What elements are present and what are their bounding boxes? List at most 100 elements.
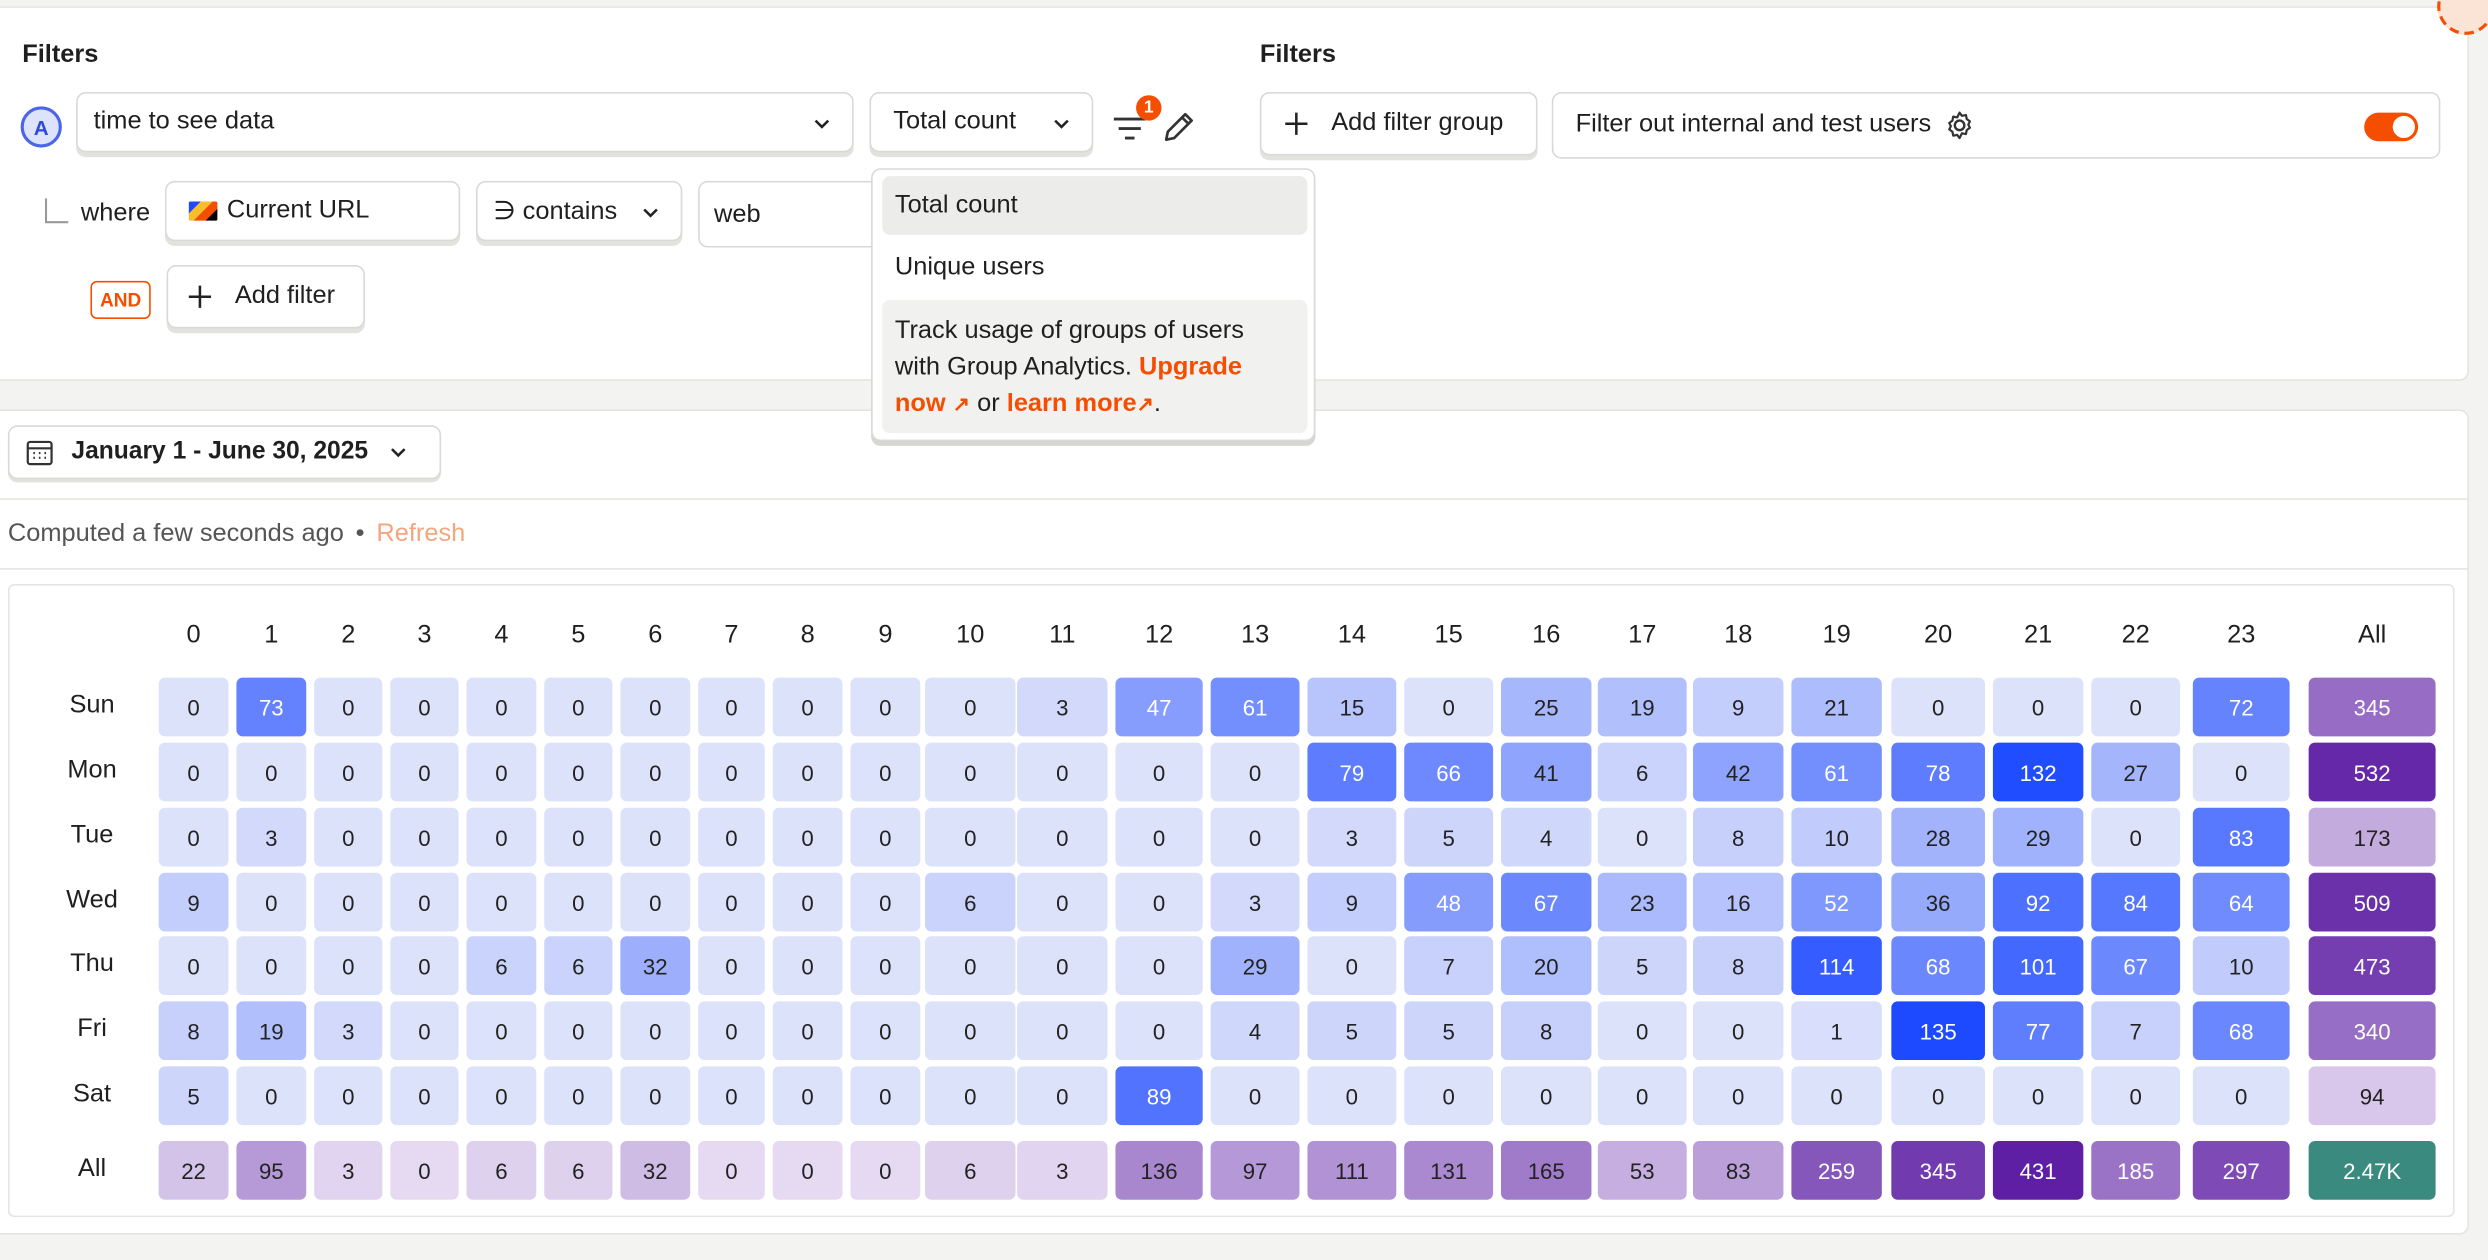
series-badge[interactable]: A [20,106,62,148]
heatmap-cell[interactable]: 84 [2091,872,2181,932]
heatmap-cell[interactable]: 1 [1791,1001,1882,1061]
heatmap-cell[interactable]: 0 [925,677,1016,737]
heatmap-cell[interactable]: 0 [236,1066,307,1126]
heatmap-cell[interactable]: 0 [850,1001,921,1061]
heatmap-col-total[interactable]: 259 [1791,1140,1882,1200]
heatmap-cell[interactable]: 7 [1404,936,1494,995]
heatmap-col-total[interactable]: 111 [1307,1140,1397,1200]
pencil-icon[interactable] [1160,108,1198,146]
heatmap-cell[interactable]: 3 [1307,807,1397,867]
heatmap-cell[interactable]: 0 [1891,1066,1985,1126]
heatmap-cell[interactable]: 0 [1992,677,2084,737]
heatmap-cell[interactable]: 0 [620,677,691,737]
heatmap-cell[interactable]: 0 [1404,1066,1494,1126]
heatmap-cell[interactable]: 0 [772,1066,843,1126]
heatmap-col-total[interactable]: 345 [1891,1140,1985,1200]
heatmap-cell[interactable]: 0 [925,936,1016,995]
heatmap-cell[interactable]: 0 [390,1066,459,1126]
heatmap-cell[interactable]: 0 [925,1001,1016,1061]
heatmap-cell[interactable]: 3 [236,807,307,867]
heatmap-cell[interactable]: 0 [1597,807,1687,867]
heatmap-cell[interactable]: 9 [1693,677,1784,737]
heatmap-cell[interactable]: 0 [1017,807,1108,867]
heatmap-cell[interactable]: 0 [158,807,229,867]
heatmap-cell[interactable]: 0 [1693,1001,1784,1061]
heatmap-cell[interactable]: 0 [850,807,921,867]
heatmap-cell[interactable]: 0 [925,807,1016,867]
heatmap-cell[interactable]: 25 [1501,677,1592,737]
heatmap-cell[interactable]: 66 [1404,742,1494,802]
heatmap-cell[interactable]: 0 [390,807,459,867]
heatmap-cell[interactable]: 4 [1501,807,1592,867]
heatmap-row-total[interactable]: 94 [2308,1066,2436,1126]
heatmap-row-total[interactable]: 509 [2308,872,2436,932]
heatmap-cell[interactable]: 0 [314,677,383,737]
heatmap-cell[interactable]: 0 [850,677,921,737]
heatmap-cell[interactable]: 0 [1115,807,1203,867]
heatmap-cell[interactable]: 0 [698,872,765,932]
heatmap-col-total[interactable]: 95 [236,1140,307,1200]
heatmap-cell[interactable]: 79 [1307,742,1397,802]
heatmap-cell[interactable]: 61 [1791,742,1882,802]
heatmap-cell[interactable]: 0 [772,872,843,932]
heatmap-cell[interactable]: 0 [620,742,691,802]
heatmap-col-total[interactable]: 297 [2192,1140,2290,1200]
heatmap-cell[interactable]: 5 [158,1066,229,1126]
heatmap-cell[interactable]: 0 [925,742,1016,802]
heatmap-cell[interactable]: 0 [772,1001,843,1061]
heatmap-cell[interactable]: 73 [236,677,307,737]
heatmap-cell[interactable]: 21 [1791,677,1882,737]
heatmap-cell[interactable]: 0 [314,872,383,932]
heatmap-col-total[interactable]: 165 [1501,1140,1592,1200]
event-select[interactable]: time to see data [76,92,854,153]
heatmap-cell[interactable]: 83 [2192,807,2290,867]
heatmap-cell[interactable]: 6 [466,936,537,995]
heatmap-cell[interactable]: 8 [1693,807,1784,867]
heatmap-cell[interactable]: 42 [1693,742,1784,802]
heatmap-cell[interactable]: 0 [1210,742,1300,802]
heatmap-cell[interactable]: 0 [158,677,229,737]
property-value-input[interactable]: web [698,180,905,248]
heatmap-cell[interactable]: 5 [1404,807,1494,867]
heatmap-cell[interactable]: 0 [1115,1001,1203,1061]
heatmap-cell[interactable]: 3 [314,1001,383,1061]
heatmap-grand-total[interactable]: 2.47K [2308,1140,2436,1200]
heatmap-row-total[interactable]: 345 [2308,677,2436,737]
heatmap-cell[interactable]: 0 [314,742,383,802]
heatmap-cell[interactable]: 0 [698,677,765,737]
date-range-picker[interactable]: January 1 - June 30, 2025 [7,425,442,480]
heatmap-cell[interactable]: 0 [772,677,843,737]
heatmap-cell[interactable]: 0 [1307,936,1397,995]
heatmap-cell[interactable]: 132 [1992,742,2084,802]
heatmap-cell[interactable]: 0 [1307,1066,1397,1126]
heatmap-cell[interactable]: 77 [1992,1001,2084,1061]
heatmap-cell[interactable]: 0 [236,872,307,932]
heatmap-cell[interactable]: 0 [544,807,613,867]
heatmap-cell[interactable]: 0 [1791,1066,1882,1126]
heatmap-cell[interactable]: 0 [1210,807,1300,867]
heatmap-cell[interactable]: 0 [390,1001,459,1061]
heatmap-cell[interactable]: 0 [158,742,229,802]
heatmap-cell[interactable]: 0 [1597,1066,1687,1126]
heatmap-cell[interactable]: 19 [1597,677,1687,737]
heatmap-col-total[interactable]: 22 [158,1140,229,1200]
heatmap-cell[interactable]: 114 [1791,936,1882,995]
heatmap-cell[interactable]: 48 [1404,872,1494,932]
heatmap-cell[interactable]: 0 [620,807,691,867]
heatmap-cell[interactable]: 0 [466,677,537,737]
heatmap-cell[interactable]: 0 [772,742,843,802]
heatmap-cell[interactable]: 0 [1597,1001,1687,1061]
heatmap-cell[interactable]: 36 [1891,872,1985,932]
learn-more-link[interactable]: learn more↗ [1006,390,1154,418]
heatmap-cell[interactable]: 20 [1501,936,1592,995]
heatmap-cell[interactable]: 0 [620,1001,691,1061]
heatmap-cell[interactable]: 19 [236,1001,307,1061]
heatmap-cell[interactable]: 0 [850,742,921,802]
heatmap-cell[interactable]: 0 [620,1066,691,1126]
heatmap-cell[interactable]: 9 [1307,872,1397,932]
heatmap-cell[interactable]: 0 [1404,677,1494,737]
heatmap-cell[interactable]: 0 [466,807,537,867]
heatmap-col-total[interactable]: 185 [2091,1140,2181,1200]
heatmap-cell[interactable]: 0 [1501,1066,1592,1126]
gear-icon[interactable] [1944,109,1976,141]
